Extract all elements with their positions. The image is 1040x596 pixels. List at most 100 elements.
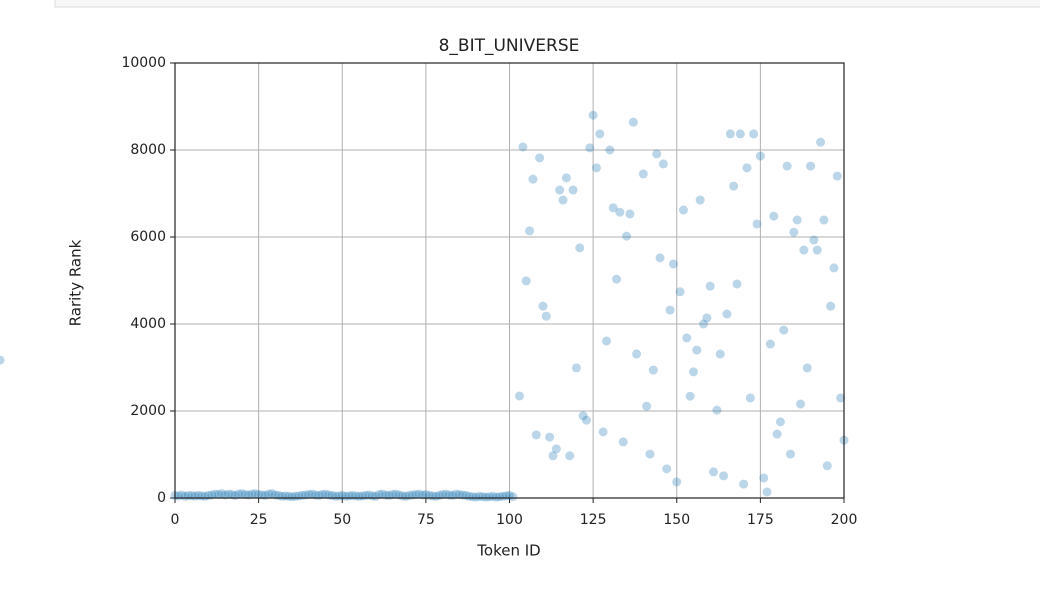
- point: [0, 355, 5, 365]
- point: [725, 129, 735, 139]
- point: [374, 490, 384, 500]
- point: [568, 185, 578, 195]
- point: [665, 305, 675, 315]
- point: [541, 311, 551, 321]
- point: [675, 287, 685, 297]
- point: [521, 276, 531, 286]
- point: [605, 145, 615, 155]
- point: [444, 490, 454, 500]
- point: [769, 211, 779, 221]
- point: [742, 163, 752, 173]
- point: [307, 489, 317, 499]
- point: [548, 451, 558, 461]
- y-tick-label: 0: [157, 490, 166, 506]
- point: [752, 219, 762, 229]
- point: [678, 205, 688, 215]
- y-tick-label: 4000: [130, 316, 166, 332]
- x-tick-label: 175: [747, 512, 774, 528]
- point: [699, 319, 709, 329]
- point: [789, 227, 799, 237]
- point: [648, 365, 658, 375]
- point: [682, 333, 692, 343]
- point: [391, 489, 401, 499]
- point: [668, 259, 678, 269]
- x-axis-label: Token ID: [476, 542, 540, 560]
- point: [234, 489, 244, 499]
- point: [735, 129, 745, 139]
- point: [829, 263, 839, 273]
- point: [407, 490, 417, 500]
- point: [387, 490, 397, 500]
- point: [441, 489, 451, 499]
- y-tick-label: 6000: [130, 229, 166, 245]
- point: [822, 461, 832, 471]
- point: [658, 159, 668, 169]
- point: [765, 339, 775, 349]
- point: [705, 281, 715, 291]
- point: [454, 490, 464, 500]
- point: [418, 490, 428, 500]
- point: [300, 490, 310, 500]
- point: [826, 301, 836, 311]
- point: [702, 313, 712, 323]
- point: [177, 490, 187, 500]
- point: [645, 449, 655, 459]
- point: [672, 477, 682, 487]
- x-tick-label: 0: [171, 512, 180, 528]
- point: [571, 363, 581, 373]
- point: [217, 489, 227, 499]
- point: [565, 451, 575, 461]
- y-tick-label: 2000: [130, 403, 166, 419]
- cell-bar: [54, 0, 1040, 8]
- point: [802, 363, 812, 373]
- point: [210, 489, 220, 499]
- point: [585, 143, 595, 153]
- point: [719, 471, 729, 481]
- point: [411, 490, 421, 500]
- point: [832, 171, 842, 181]
- point: [628, 117, 638, 127]
- point: [264, 489, 274, 499]
- point: [732, 279, 742, 289]
- point: [247, 489, 257, 499]
- point: [612, 274, 622, 284]
- point: [715, 349, 725, 359]
- point: [551, 444, 561, 454]
- point: [816, 137, 826, 147]
- point: [528, 174, 538, 184]
- point: [749, 129, 759, 139]
- point: [220, 490, 230, 500]
- point: [515, 391, 525, 401]
- point: [755, 151, 765, 161]
- point: [267, 489, 277, 499]
- point: [775, 417, 785, 427]
- point: [394, 490, 404, 500]
- point: [779, 325, 789, 335]
- point: [317, 490, 327, 500]
- x-tick-label: 50: [333, 512, 351, 528]
- point: [254, 490, 264, 500]
- y-axis-label: Rarity Rank: [67, 239, 85, 326]
- point: [213, 490, 223, 500]
- point: [615, 207, 625, 217]
- point: [622, 231, 632, 241]
- point: [364, 490, 374, 500]
- point: [799, 245, 809, 255]
- point: [237, 489, 247, 499]
- point: [287, 492, 297, 502]
- point: [739, 479, 749, 489]
- point: [618, 437, 628, 447]
- point: [381, 490, 391, 500]
- point: [545, 432, 555, 442]
- point: [581, 415, 591, 425]
- x-tick-label: 200: [831, 512, 858, 528]
- point: [468, 492, 478, 502]
- point: [227, 490, 237, 500]
- point: [652, 149, 662, 159]
- point: [712, 405, 722, 415]
- point: [481, 492, 491, 502]
- point: [745, 393, 755, 403]
- point: [685, 391, 695, 401]
- point: [458, 490, 468, 500]
